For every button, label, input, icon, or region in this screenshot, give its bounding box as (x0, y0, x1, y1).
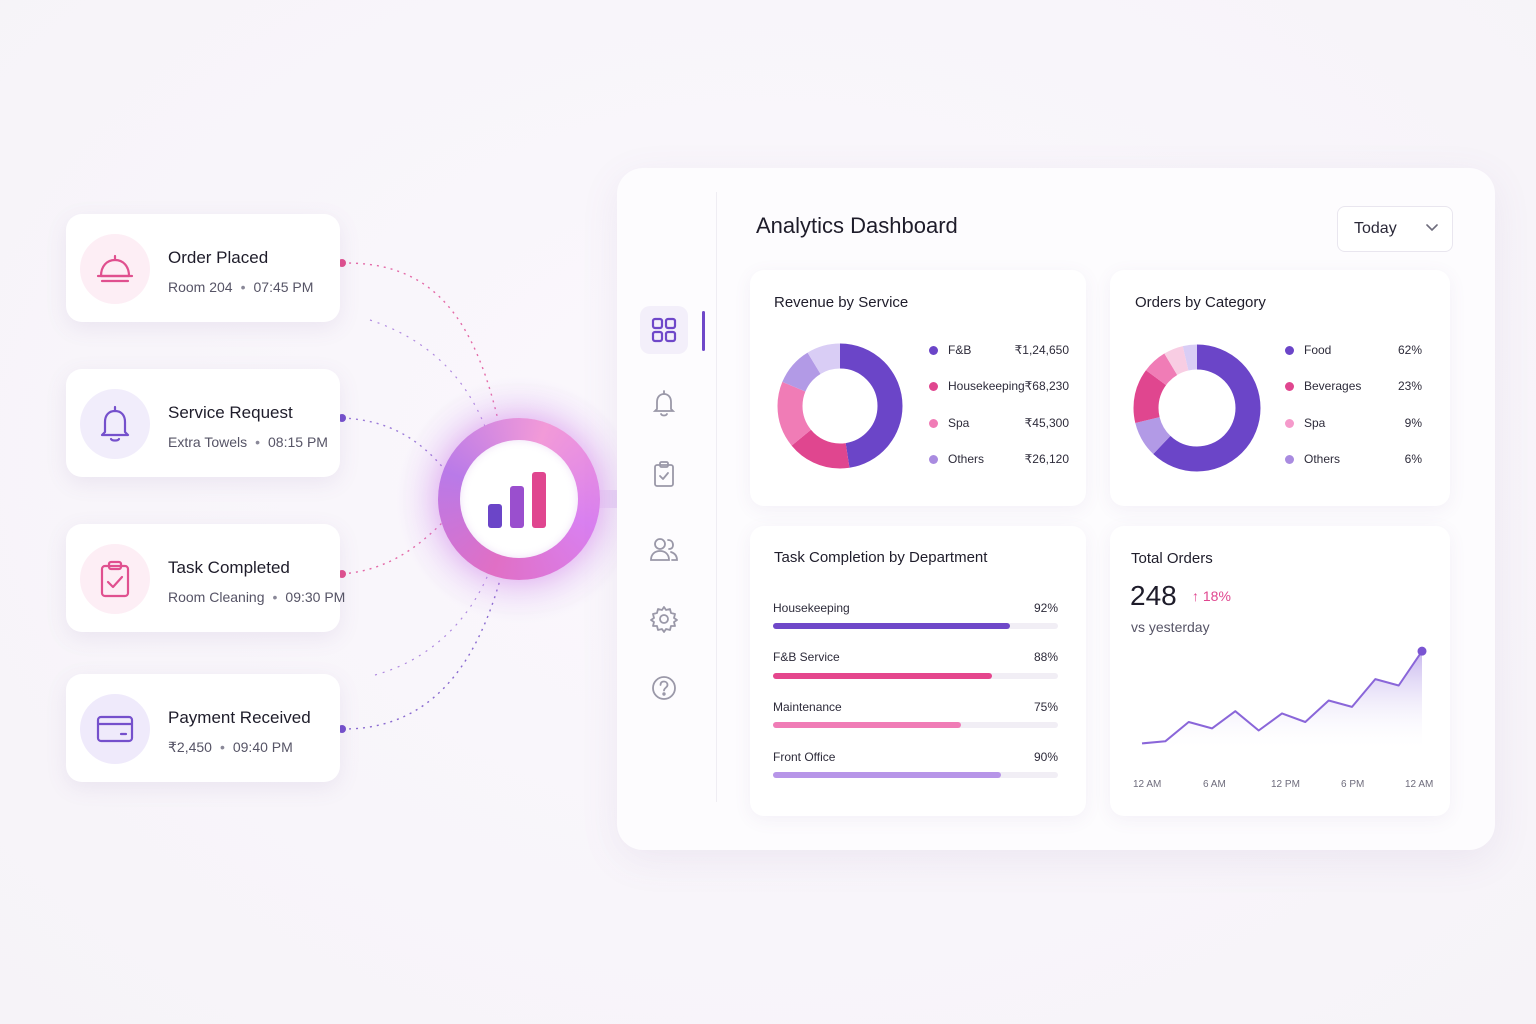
event-detail: ₹2,450 • 09:40 PM (168, 739, 293, 755)
event-detail: Extra Towels • 08:15 PM (168, 434, 328, 450)
task-bar-fill (773, 772, 1001, 778)
clipboard-icon (654, 461, 674, 487)
event-card-order-placed[interactable]: Order Placed Room 204 • 07:45 PM (66, 214, 340, 322)
task-bar-track (773, 722, 1058, 728)
card-title: Total Orders (1131, 550, 1213, 567)
card-title: Task Completion by Department (774, 549, 988, 566)
bell-icon (80, 389, 150, 459)
orders-category-card (1110, 270, 1450, 506)
event-title: Payment Received (168, 708, 311, 727)
legend-label: F&B (948, 343, 972, 357)
grid-icon (651, 317, 677, 343)
task-completion-card (750, 526, 1086, 816)
task-value: 90% (1033, 750, 1058, 764)
x-tick-label: 12 AM (1405, 779, 1434, 790)
legend-label: Housekeeping (948, 379, 1025, 393)
credit-card-icon (80, 694, 150, 764)
task-bar-track (773, 623, 1058, 629)
event-detail: Room 204 • 07:45 PM (168, 279, 314, 295)
bell-icon (652, 390, 676, 417)
task-bar-fill (773, 722, 962, 728)
x-tick-label: 6 AM (1203, 779, 1226, 790)
x-tick-label: 12 AM (1133, 779, 1162, 790)
date-range-select[interactable]: Today (1337, 206, 1453, 252)
card-title: Orders by Category (1135, 294, 1266, 311)
change-badge: ↑ 18% (1192, 588, 1231, 604)
task-label: Maintenance (773, 700, 842, 714)
users-icon (650, 538, 678, 561)
clipboard-check-icon (80, 544, 150, 614)
event-card-task-completed[interactable]: Task Completed Room Cleaning • 09:30 PM (66, 524, 345, 632)
orders-area (1142, 651, 1422, 752)
chevron-down-icon (1426, 224, 1438, 232)
total-orders-card (1110, 526, 1450, 816)
legend-dot (929, 455, 938, 464)
legend-dot (1285, 419, 1294, 428)
sidebar-item-settings[interactable] (640, 595, 688, 643)
orders-category-donut (1133, 344, 1261, 472)
x-tick-label: 6 PM (1341, 779, 1365, 790)
task-label: F&B Service (773, 650, 840, 664)
sidebar-divider (716, 192, 717, 802)
event-card-payment-received[interactable]: Payment Received ₹2,450 • 09:40 PM (66, 674, 340, 782)
orders-line (1141, 650, 1423, 745)
task-bar-fill (773, 623, 1010, 629)
last-point-marker (1417, 646, 1427, 656)
event-detail: Room Cleaning • 09:30 PM (168, 589, 346, 605)
task-value: 75% (1033, 700, 1058, 714)
bar-chart-icon (488, 472, 546, 528)
legend-label: Spa (948, 416, 970, 430)
gear-icon (650, 606, 678, 633)
task-value: 88% (1033, 650, 1058, 664)
x-tick-label: 12 PM (1271, 779, 1300, 790)
legend-dot (1285, 455, 1294, 464)
legend-label: Beverages (1304, 379, 1362, 393)
total-orders-value: 248 (1130, 580, 1177, 611)
legend-dot (1285, 382, 1294, 391)
orders-line-chart (1141, 646, 1427, 752)
legend-dot (929, 419, 938, 428)
card-title: Revenue by Service (774, 294, 909, 311)
sidebar-active-indicator (702, 311, 705, 351)
event-card-service-request[interactable]: Service Request Extra Towels • 08:15 PM (66, 369, 340, 477)
event-title: Task Completed (168, 558, 290, 577)
total-orders-subtitle: vs yesterday (1131, 619, 1210, 635)
event-title: Order Placed (168, 248, 269, 267)
sidebar-item-tasks[interactable] (640, 450, 688, 498)
revenue-donut (777, 343, 903, 469)
sidebar-item-notifications[interactable] (640, 380, 688, 428)
task-label: Housekeeping (773, 601, 850, 615)
sidebar-item-dashboard[interactable] (640, 306, 688, 354)
legend-value: 6% (1404, 452, 1422, 466)
legend-dot (1285, 346, 1294, 355)
legend-dot (929, 382, 938, 391)
task-bar-track (773, 772, 1058, 778)
sidebar-item-help[interactable] (640, 664, 688, 712)
legend-value: 62% (1397, 343, 1422, 357)
legend-value: ₹68,230 (1024, 379, 1069, 393)
legend-label: Food (1304, 343, 1332, 357)
legend-value: ₹1,24,650 (1014, 343, 1069, 357)
bell-service-icon (80, 234, 150, 304)
legend-dot (929, 346, 938, 355)
legend-label: Others (948, 452, 985, 466)
legend-value: ₹26,120 (1024, 452, 1069, 466)
sidebar-item-users[interactable] (640, 525, 688, 573)
legend-value: 23% (1397, 379, 1422, 393)
help-icon (652, 676, 676, 700)
task-label: Front Office (773, 750, 836, 764)
legend-value: 9% (1404, 416, 1422, 430)
analytics-hub[interactable] (460, 440, 578, 558)
date-range-value: Today (1354, 220, 1397, 237)
arrow-up-icon: ↑ (1192, 588, 1199, 604)
page-title: Analytics Dashboard (756, 213, 958, 238)
event-title: Service Request (168, 403, 293, 422)
legend-label: Spa (1304, 416, 1326, 430)
task-value: 92% (1033, 601, 1058, 615)
legend-label: Others (1304, 452, 1341, 466)
task-bar-fill (773, 673, 993, 679)
task-bar-track (773, 673, 1058, 679)
legend-value: ₹45,300 (1024, 416, 1069, 430)
